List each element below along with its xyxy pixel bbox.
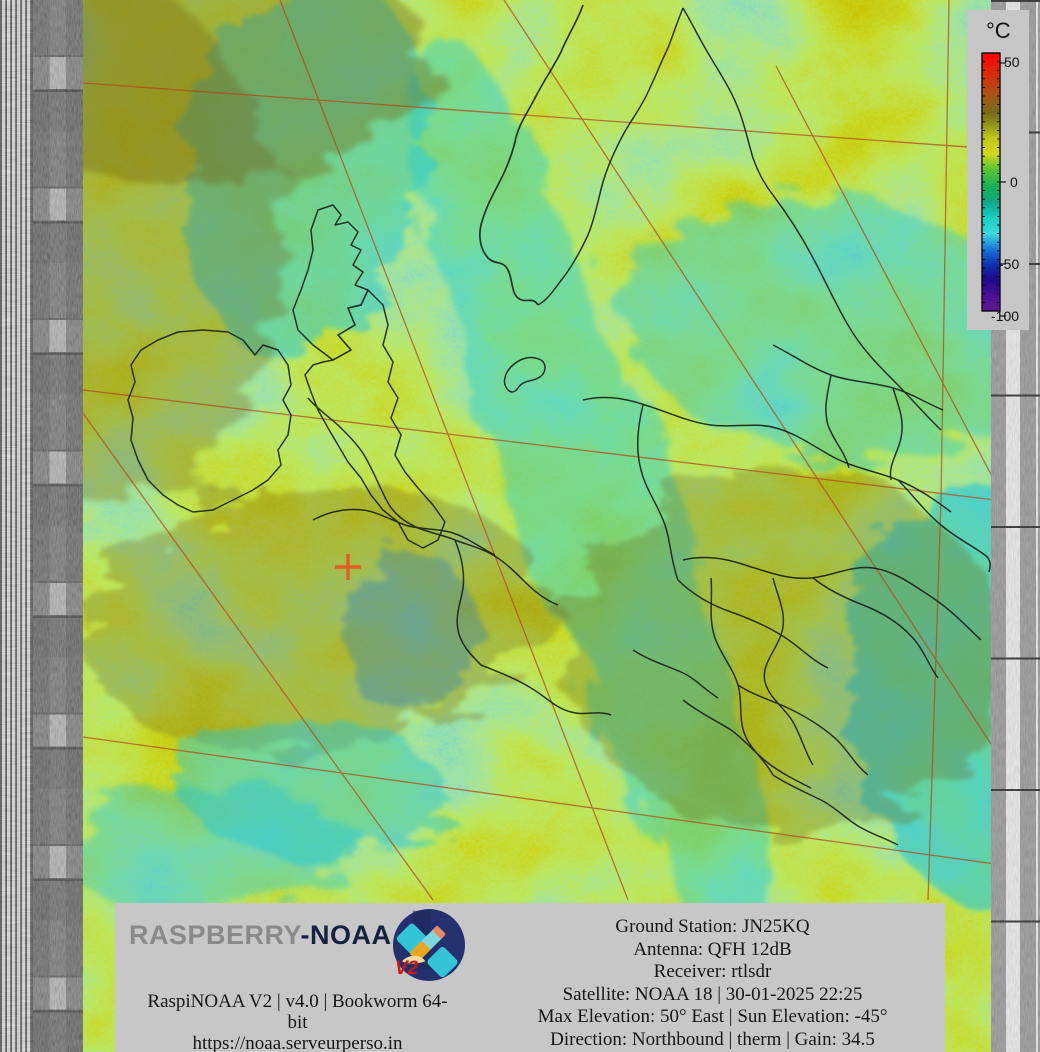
svg-text:°C: °C: [986, 18, 1011, 43]
svg-text:50: 50: [1004, 54, 1020, 70]
svg-text:0: 0: [1010, 174, 1018, 190]
